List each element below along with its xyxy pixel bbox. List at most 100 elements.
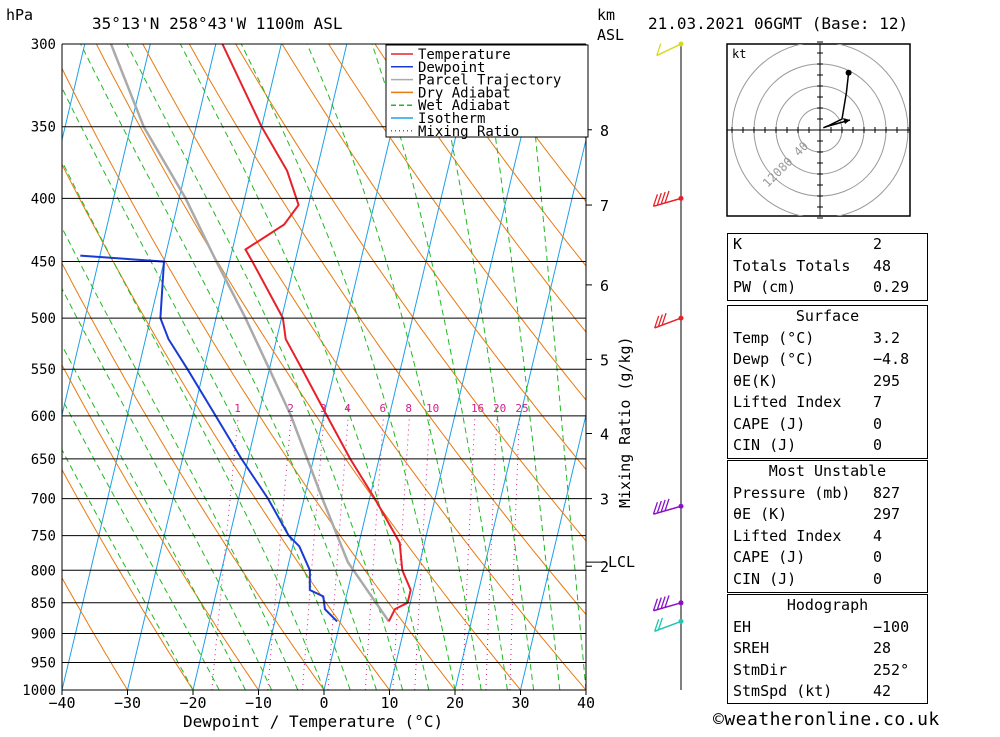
wet-adiabat-line — [80, 44, 377, 690]
hodograph-table: Hodograph EH −100 SREH 28 StmDir 252° StmSp… — [727, 594, 928, 704]
wet-adiabat-line — [430, 44, 535, 690]
wind-barb-feather — [656, 192, 662, 206]
wind-barb-feather — [660, 191, 666, 205]
pressure-tick-label: 350 — [31, 120, 56, 136]
dry-adiabat-line — [420, 44, 586, 267]
dry-adiabat-line — [142, 44, 586, 690]
dry-adiabat-line — [374, 44, 586, 333]
x-tick-label: −40 — [48, 694, 75, 712]
hodo-row: StmSpd (kt) 42 — [733, 682, 892, 700]
lcl-label: LCL — [608, 553, 635, 571]
isotherm-line — [520, 412, 586, 690]
mixing-ratio-label: 6 — [379, 402, 386, 415]
wind-barb-feather — [656, 43, 662, 56]
mixing-ratio-label: 4 — [344, 402, 351, 415]
hodograph-kt-label: kt — [732, 47, 746, 61]
mu-row: CIN (J) 0 — [733, 569, 883, 588]
x-tick-label: 40 — [577, 694, 595, 712]
hodo-row: SREH 28 — [733, 639, 892, 657]
dry-adiabat-line — [62, 576, 128, 690]
surface-row: Lifted Index 7 — [733, 393, 883, 411]
surface-row: Temp (°C) 3.2 — [733, 328, 901, 347]
wind-barb-feather — [657, 617, 663, 631]
temperature-line — [221, 44, 412, 622]
wet-adiabat-line — [62, 448, 194, 690]
pressure-tick-label: 850 — [31, 596, 56, 612]
surface-title: Surface — [795, 307, 860, 325]
wind-barb-feather — [654, 619, 660, 632]
wind-barb-feather — [664, 498, 670, 512]
pressure-tick-label: 700 — [31, 492, 56, 508]
km-tick-label: 4 — [600, 426, 609, 444]
km-tick-label: 7 — [600, 197, 609, 215]
mixing-ratio-label: 2 — [287, 402, 294, 415]
legend-label: Mixing Ratio — [418, 124, 519, 140]
wind-barb — [652, 595, 684, 612]
dry-adiabat-line — [62, 468, 194, 690]
pressure-tick-label: 500 — [31, 311, 56, 327]
wind-barb-feather — [664, 190, 670, 204]
pressure-tick-label: 800 — [31, 563, 56, 579]
x-tick-label: −20 — [179, 694, 206, 712]
mixing-ratio-label: 1 — [234, 402, 241, 415]
wind-barb-feather — [664, 595, 670, 608]
wind-barb-feather — [652, 194, 659, 207]
mixing-ratio-label: 25 — [515, 402, 528, 415]
datetime-title: 21.03.2021 06GMT (Base: 12) — [648, 14, 908, 33]
wet-adiabat-line — [179, 44, 430, 690]
mu-row: CAPE (J) 0 — [733, 548, 883, 566]
dry-adiabat-line — [235, 44, 586, 542]
mixing-ratio-line — [364, 415, 384, 690]
wind-barb-column — [652, 41, 684, 690]
isotherm-line — [323, 44, 479, 690]
surface-row: θE(K) 295 — [733, 371, 901, 390]
pressure-tick-label: 300 — [31, 37, 56, 53]
pressure-tick-label: 1000 — [22, 683, 56, 699]
pressure-tick-label: 400 — [31, 191, 56, 207]
x-tick-label: −30 — [114, 694, 141, 712]
legend-label: Isotherm — [418, 111, 485, 127]
mu-row: Pressure (mb) 827 — [733, 483, 901, 502]
wind-barb-feather — [661, 312, 667, 326]
surface-row: CIN (J) 0 — [733, 436, 883, 454]
hodograph-endpoint — [845, 69, 852, 76]
isotherm-line — [585, 687, 586, 690]
legend-label: Parcel Trajectory — [418, 73, 561, 89]
dry-adiabat-line — [328, 44, 586, 401]
wet-adiabat-line — [62, 226, 299, 690]
x-tick-label: 30 — [511, 694, 529, 712]
mixing-ratio-label: 8 — [405, 402, 412, 415]
wet-adiabat-line — [525, 44, 586, 690]
mixing-ratio-label: 16 — [471, 402, 484, 415]
isotherm-line — [62, 44, 217, 690]
isotherm-line — [454, 137, 586, 690]
credit-link[interactable]: ©weatheronline.co.uk — [713, 709, 940, 730]
legend-label: Wet Adiabat — [418, 98, 511, 114]
x-tick-label: −10 — [245, 694, 272, 712]
wind-barb — [654, 617, 684, 632]
x-tick-label: 0 — [319, 694, 328, 712]
mixing-ratio-label: 20 — [493, 402, 506, 415]
mixing-ratio-axis-label: Mixing Ratio (g/kg) — [616, 336, 634, 508]
surface-table: Surface Temp (°C) 3.2 Dewp (°C) −4.8 θE(K)… — [727, 305, 928, 459]
asl-label: ASL — [597, 26, 624, 44]
hodo-row: EH −100 — [733, 617, 910, 636]
isotherm-line — [258, 44, 413, 690]
wind-barb-shaft — [656, 43, 682, 57]
wind-barb — [652, 190, 684, 208]
legend-label: Dry Adiabat — [418, 85, 511, 101]
hpa-label: hPa — [6, 6, 33, 24]
mu-row: θE (K) 297 — [733, 505, 901, 523]
wet-adiabat-line — [126, 44, 404, 690]
wind-barb-feather — [656, 597, 662, 610]
isotherm-line — [0, 44, 19, 690]
wind-barb-feather — [656, 500, 662, 514]
x-axis-label: Dewpoint / Temperature (°C) — [183, 712, 443, 731]
index-row-totals: Totals Totals 48 — [733, 256, 892, 275]
parcel-trajectory-line — [109, 44, 390, 623]
surface-row: CAPE (J) 0 — [733, 414, 883, 433]
